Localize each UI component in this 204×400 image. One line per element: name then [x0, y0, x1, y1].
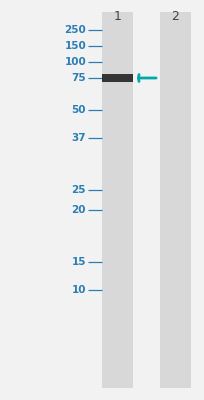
Bar [102, 74, 133, 82]
Text: 37: 37 [71, 133, 86, 143]
Text: 250: 250 [64, 25, 86, 35]
Bar [102, 12, 133, 388]
Text: 15: 15 [71, 257, 86, 267]
Text: 2: 2 [171, 10, 178, 23]
Text: 10: 10 [71, 285, 86, 295]
Text: 100: 100 [64, 57, 86, 67]
Text: 20: 20 [71, 205, 86, 215]
Text: 25: 25 [71, 185, 86, 195]
Bar [159, 12, 190, 388]
Text: 50: 50 [71, 105, 86, 115]
Text: 1: 1 [113, 10, 121, 23]
Text: 150: 150 [64, 41, 86, 51]
Text: 75: 75 [71, 73, 86, 83]
